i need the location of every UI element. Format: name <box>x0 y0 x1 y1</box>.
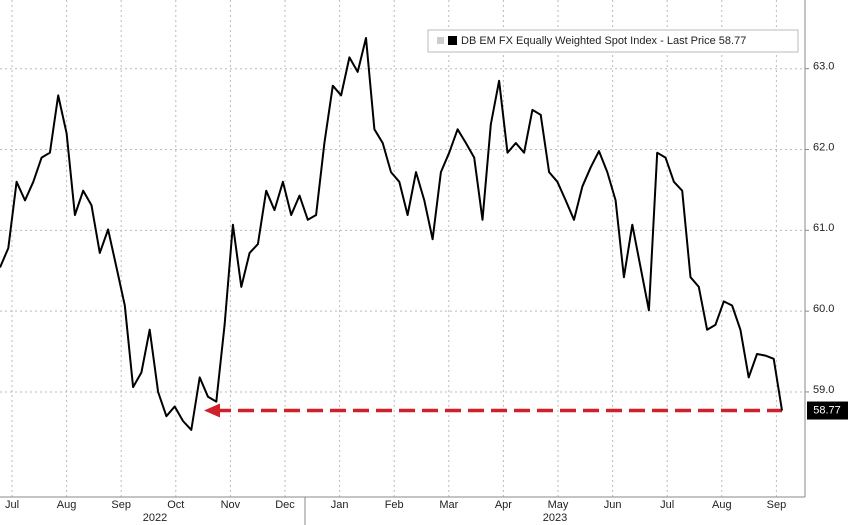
line-series <box>0 37 783 431</box>
x-tick-label: Aug <box>57 499 77 511</box>
x-tick-label: Mar <box>439 499 458 511</box>
x-tick-label: Oct <box>167 499 184 511</box>
y-tick-label: 60.0 <box>813 303 834 315</box>
legend-box <box>427 29 799 53</box>
x-tick-label: Aug <box>712 499 732 511</box>
x-tick-label: Jul <box>5 499 19 511</box>
x-tick-label: Sep <box>767 499 787 511</box>
x-tick-label: Jul <box>660 499 674 511</box>
annotation-arrowhead <box>204 403 220 418</box>
x-tick-label: May <box>548 499 569 511</box>
x-tick-label: Feb <box>385 499 404 511</box>
legend-label: DB EM FX Equally Weighted Spot Index - L… <box>461 35 746 47</box>
legend-swatch <box>437 37 444 44</box>
x-tick-label: Sep <box>111 499 131 511</box>
x-tick-label: Jan <box>331 499 349 511</box>
last-price-label: 58.77 <box>813 404 841 416</box>
x-tick-label: Jun <box>604 499 622 511</box>
x-tick-label: Dec <box>275 499 295 511</box>
year-label: 2023 <box>543 512 567 524</box>
y-tick-label: 59.0 <box>813 384 834 396</box>
year-label: 2022 <box>143 512 167 524</box>
y-tick-label: 61.0 <box>813 222 834 234</box>
x-tick-label: Apr <box>495 499 512 511</box>
legend-swatch <box>448 36 457 45</box>
y-tick-label: 62.0 <box>813 141 834 153</box>
last-price-tag <box>807 401 848 420</box>
y-tick-label: 63.0 <box>813 61 834 73</box>
x-tick-label: Nov <box>221 499 241 511</box>
